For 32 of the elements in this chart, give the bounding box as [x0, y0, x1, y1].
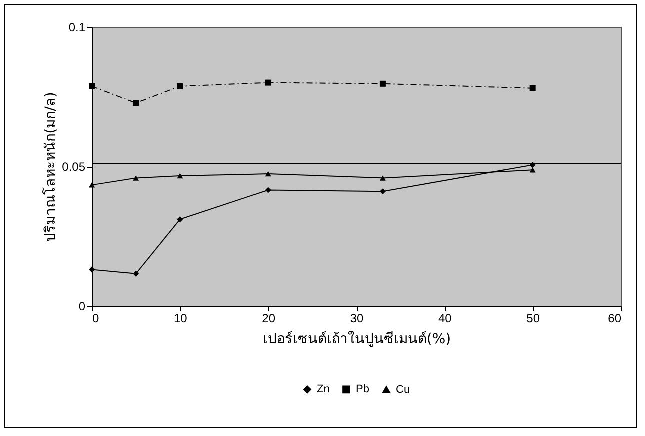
- point: [265, 80, 272, 86]
- point: [177, 173, 184, 179]
- x-tick-label: 30: [350, 312, 364, 326]
- point: [89, 266, 95, 273]
- x-tick-label: 60: [608, 312, 622, 326]
- point: [177, 83, 184, 90]
- point: [380, 176, 386, 181]
- y-tick-label: 0.05: [62, 160, 86, 174]
- point: [265, 171, 272, 177]
- point: [265, 187, 272, 194]
- x-tick-label: 40: [438, 312, 452, 326]
- legend-label: Cu: [396, 384, 410, 396]
- legend-label: Pb: [356, 384, 370, 396]
- point: [380, 188, 386, 195]
- point: [133, 270, 140, 277]
- point: [89, 83, 95, 90]
- x-axis-title: เปอร์เซนต์เถ้าในปูนซีเมนต์(%): [262, 330, 452, 348]
- point: [530, 168, 536, 173]
- point: [89, 182, 95, 188]
- point: [177, 216, 184, 223]
- y-tick-label: 0: [78, 300, 86, 314]
- x-tick-label: 0: [92, 312, 100, 326]
- x-tick-label: 10: [174, 312, 188, 326]
- y-tick-label: 0.1: [68, 20, 86, 34]
- legend-label: Zn: [317, 384, 330, 396]
- point: [530, 85, 536, 92]
- point: [380, 80, 386, 87]
- x-tick-label: 50: [526, 312, 540, 326]
- point: [133, 100, 140, 106]
- y-axis-title: ปริมาณโลหะหนัก(มก/ล): [42, 92, 60, 242]
- point: [133, 176, 140, 181]
- x-tick-label: 20: [262, 312, 276, 326]
